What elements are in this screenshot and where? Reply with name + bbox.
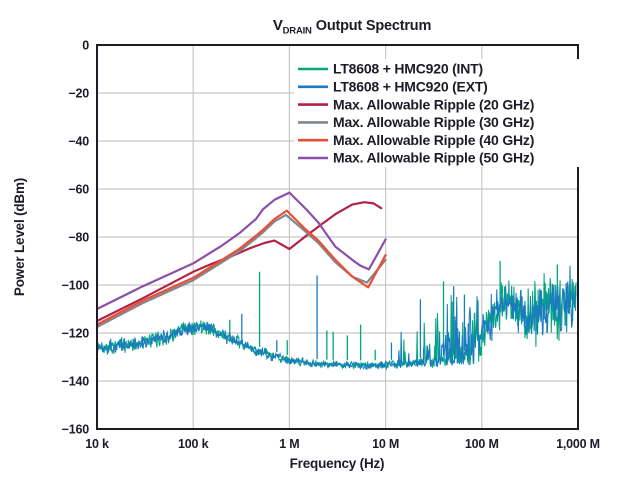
legend-label-r40: Max. Allowable Ripple (40 GHz) — [333, 132, 534, 148]
x-tick-label: 100 k — [178, 437, 209, 451]
x-tick-label: 100 M — [465, 437, 499, 451]
legend-label-r50: Max. Allowable Ripple (50 GHz) — [333, 150, 534, 166]
legend-label-ext: LT8608 + HMC920 (EXT) — [333, 79, 488, 95]
y-axis-title: Power Level (dBm) — [12, 178, 27, 296]
legend-background — [294, 59, 594, 167]
legend-item-r20: Max. Allowable Ripple (20 GHz) — [298, 96, 534, 112]
trace-ext — [96, 265, 577, 371]
chart-title-prefix: V — [273, 17, 283, 34]
chart-title-suffix: Output Spectrum — [316, 18, 431, 34]
y-tick-label: 0 — [82, 39, 89, 53]
y-tick-label: −80 — [68, 231, 89, 245]
legend-label-r30: Max. Allowable Ripple (30 GHz) — [333, 114, 534, 130]
legend-label-int: LT8608 + HMC920 (INT) — [333, 61, 483, 77]
plot-frame — [96, 44, 579, 430]
legend-item-ext: LT8608 + HMC920 (EXT) — [298, 79, 488, 95]
y-tick-label: −60 — [68, 183, 89, 197]
x-tick-label: 10 M — [372, 437, 399, 451]
y-tick-label: −20 — [68, 87, 89, 101]
x-tick-label: 1 M — [279, 437, 299, 451]
y-tick-label: −160 — [62, 423, 90, 437]
trace-r40 — [95, 209, 387, 326]
legend-item-r50: Max. Allowable Ripple (50 GHz) — [298, 150, 534, 166]
x-tick-label: 1,000 M — [556, 437, 600, 451]
y-tick-label: −120 — [62, 327, 90, 341]
y-tick-label: −140 — [62, 375, 90, 389]
series-layer — [95, 191, 577, 371]
trace-r50 — [95, 191, 387, 311]
x-tick-label: 10 k — [85, 437, 109, 451]
trace-r20 — [95, 201, 383, 323]
legend-item-int: LT8608 + HMC920 (INT) — [298, 61, 483, 77]
y-tick-label: −100 — [62, 279, 90, 293]
legend-layer: LT8608 + HMC920 (INT) LT8608 + HMC920 (EX… — [294, 59, 594, 167]
legend-item-r40: Max. Allowable Ripple (40 GHz) — [298, 132, 534, 148]
y-tick-label: −40 — [68, 135, 89, 149]
x-axis-title: Frequency (Hz) — [290, 456, 385, 471]
frame-layer — [96, 44, 579, 430]
legend-item-r30: Max. Allowable Ripple (30 GHz) — [298, 114, 534, 130]
chart-title-subscript: DRAIN — [283, 26, 312, 37]
trace-int — [96, 273, 577, 371]
legend-label-r20: Max. Allowable Ripple (20 GHz) — [333, 96, 534, 112]
chart-title: VDRAIN Output Spectrum — [273, 17, 431, 37]
